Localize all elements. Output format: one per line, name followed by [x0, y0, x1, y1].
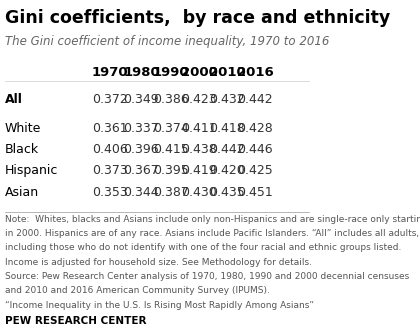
Text: Black: Black: [5, 143, 39, 156]
Text: 0.451: 0.451: [237, 186, 273, 199]
Text: 2000: 2000: [181, 66, 218, 79]
Text: 0.438: 0.438: [181, 143, 217, 156]
Text: 0.435: 0.435: [209, 186, 244, 199]
Text: 0.420: 0.420: [209, 164, 244, 177]
Text: 0.442: 0.442: [237, 93, 273, 106]
Text: 0.432: 0.432: [209, 93, 244, 106]
Text: 1970: 1970: [92, 66, 128, 79]
Text: 0.353: 0.353: [92, 186, 127, 199]
Text: The Gini coefficient of income inequality, 1970 to 2016: The Gini coefficient of income inequalit…: [5, 34, 329, 47]
Text: 0.373: 0.373: [92, 164, 127, 177]
Text: 0.423: 0.423: [181, 93, 217, 106]
Text: White: White: [5, 122, 41, 135]
Text: 0.337: 0.337: [123, 122, 159, 135]
Text: 2010: 2010: [209, 66, 246, 79]
Text: including those who do not identify with one of the four racial and ethnic group: including those who do not identify with…: [5, 243, 401, 253]
Text: 0.396: 0.396: [123, 143, 159, 156]
Text: 0.374: 0.374: [153, 122, 189, 135]
Text: 0.419: 0.419: [181, 164, 217, 177]
Text: 0.442: 0.442: [209, 143, 244, 156]
Text: Note:  Whites, blacks and Asians include only non-Hispanics and are single-race : Note: Whites, blacks and Asians include …: [5, 215, 420, 224]
Text: 1990: 1990: [153, 66, 189, 79]
Text: 0.425: 0.425: [237, 164, 273, 177]
Text: and 2010 and 2016 American Community Survey (IPUMS).: and 2010 and 2016 American Community Sur…: [5, 286, 270, 295]
Text: Income is adjusted for household size. See Methodology for details.: Income is adjusted for household size. S…: [5, 258, 312, 267]
Text: 0.367: 0.367: [123, 164, 159, 177]
Text: 0.349: 0.349: [123, 93, 159, 106]
Text: 0.415: 0.415: [153, 143, 189, 156]
Text: 0.387: 0.387: [153, 186, 189, 199]
Text: 0.406: 0.406: [92, 143, 127, 156]
Text: 1980: 1980: [123, 66, 160, 79]
Text: All: All: [5, 93, 22, 106]
Text: 0.386: 0.386: [153, 93, 189, 106]
Text: 0.344: 0.344: [123, 186, 159, 199]
Text: 0.428: 0.428: [237, 122, 273, 135]
Text: Asian: Asian: [5, 186, 39, 199]
Text: in 2000. Hispanics are of any race. Asians include Pacific Islanders. “All” incl: in 2000. Hispanics are of any race. Asia…: [5, 229, 419, 238]
Text: Gini coefficients,  by race and ethnicity: Gini coefficients, by race and ethnicity: [5, 9, 390, 27]
Text: 0.446: 0.446: [237, 143, 273, 156]
Text: Hispanic: Hispanic: [5, 164, 58, 177]
Text: “Income Inequality in the U.S. Is Rising Most Rapidly Among Asians”: “Income Inequality in the U.S. Is Rising…: [5, 301, 314, 310]
Text: Source: Pew Research Center analysis of 1970, 1980, 1990 and 2000 decennial cens: Source: Pew Research Center analysis of …: [5, 272, 409, 281]
Text: 0.430: 0.430: [181, 186, 217, 199]
Text: PEW RESEARCH CENTER: PEW RESEARCH CENTER: [5, 317, 146, 325]
Text: 0.361: 0.361: [92, 122, 127, 135]
Text: 0.395: 0.395: [153, 164, 189, 177]
Text: 0.411: 0.411: [181, 122, 217, 135]
Text: 2016: 2016: [237, 66, 274, 79]
Text: 0.418: 0.418: [209, 122, 244, 135]
Text: 0.372: 0.372: [92, 93, 127, 106]
